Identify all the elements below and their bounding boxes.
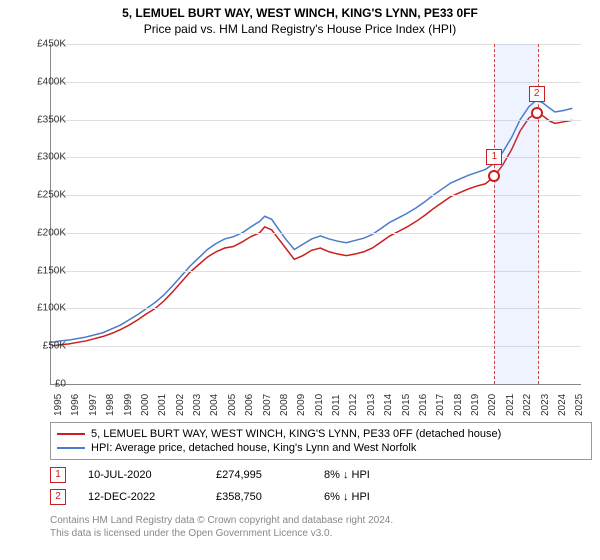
x-tick-label: 2022 [522,394,533,416]
footer-line-2: This data is licensed under the Open Gov… [50,527,580,540]
x-tick-label: 2000 [140,394,151,416]
x-tick-label: 2001 [157,394,168,416]
sale-cell-diff: 8% ↓ HPI [324,469,414,481]
x-tick-label: 2024 [557,394,568,416]
chart-container: 5, LEMUEL BURT WAY, WEST WINCH, KING'S L… [0,0,600,560]
x-tick-label: 2020 [487,394,498,416]
legend: 5, LEMUEL BURT WAY, WEST WINCH, KING'S L… [50,422,592,460]
y-tick-label: £0 [22,379,66,390]
x-tick-label: 2008 [279,394,290,416]
x-tick-label: 1999 [123,394,134,416]
sale-cell-price: £358,750 [216,491,306,503]
sale-marker-label: 1 [486,146,502,165]
sale-row: 1 10-JUL-2020 £274,995 8% ↓ HPI [50,464,580,486]
sale-cell-date: 12-DEC-2022 [88,491,198,503]
y-tick-label: £350K [22,114,66,125]
x-tick-label: 2013 [366,394,377,416]
sale-row: 2 12-DEC-2022 £358,750 6% ↓ HPI [50,486,580,508]
x-tick-label: 2003 [192,394,203,416]
legend-label: 5, LEMUEL BURT WAY, WEST WINCH, KING'S L… [91,428,501,440]
x-tick-label: 2019 [470,394,481,416]
x-tick-label: 2011 [331,394,342,416]
sale-marker-dot [488,170,500,182]
legend-item: HPI: Average price, detached house, King… [57,441,585,455]
x-tick-label: 2009 [296,394,307,416]
x-tick-label: 2021 [505,394,516,416]
sale-cell-marker: 1 [50,467,70,483]
x-tick-label: 1997 [88,394,99,416]
x-tick-label: 2015 [401,394,412,416]
sale-cell-price: £274,995 [216,469,306,481]
y-tick-label: £100K [22,303,66,314]
sale-cell-marker: 2 [50,489,70,505]
x-tick-label: 2002 [175,394,186,416]
marker-number: 2 [529,86,545,102]
x-tick-label: 2007 [262,394,273,416]
sale-marker-box: 1 [50,467,66,483]
x-tick-label: 2023 [540,394,551,416]
legend-swatch [57,433,85,435]
footer-attribution: Contains HM Land Registry data © Crown c… [50,514,580,540]
y-tick-label: £250K [22,190,66,201]
y-tick-label: £150K [22,265,66,276]
sale-cell-diff: 6% ↓ HPI [324,491,414,503]
legend-swatch [57,447,85,449]
y-tick-label: £450K [22,39,66,50]
x-tick-label: 2004 [209,394,220,416]
sales-table: 1 10-JUL-2020 £274,995 8% ↓ HPI 2 12-DEC-2022… [50,464,580,508]
sale-marker-label: 2 [529,83,545,102]
x-tick-label: 2025 [574,394,585,416]
y-tick-label: £200K [22,227,66,238]
x-tick-label: 2005 [227,394,238,416]
y-tick-label: £300K [22,152,66,163]
sale-marker-box: 2 [50,489,66,505]
x-tick-label: 1996 [70,394,81,416]
x-tick-label: 2016 [418,394,429,416]
chart-title: 5, LEMUEL BURT WAY, WEST WINCH, KING'S L… [0,0,600,20]
x-tick-label: 2017 [435,394,446,416]
plot-area: 12 [50,44,581,385]
y-tick-label: £400K [22,76,66,87]
legend-item: 5, LEMUEL BURT WAY, WEST WINCH, KING'S L… [57,427,585,441]
x-tick-label: 1995 [53,394,64,416]
x-tick-label: 2014 [383,394,394,416]
x-tick-label: 2006 [244,394,255,416]
chart-subtitle: Price paid vs. HM Land Registry's House … [0,20,600,40]
x-tick-label: 2012 [348,394,359,416]
x-tick-label: 2018 [453,394,464,416]
x-tick-label: 2010 [314,394,325,416]
x-tick-label: 1998 [105,394,116,416]
marker-number: 1 [486,149,502,165]
footer-line-1: Contains HM Land Registry data © Crown c… [50,514,580,527]
sale-cell-date: 10-JUL-2020 [88,469,198,481]
legend-label: HPI: Average price, detached house, King… [91,442,416,454]
sale-marker-dot [531,107,543,119]
y-tick-label: £50K [22,341,66,352]
